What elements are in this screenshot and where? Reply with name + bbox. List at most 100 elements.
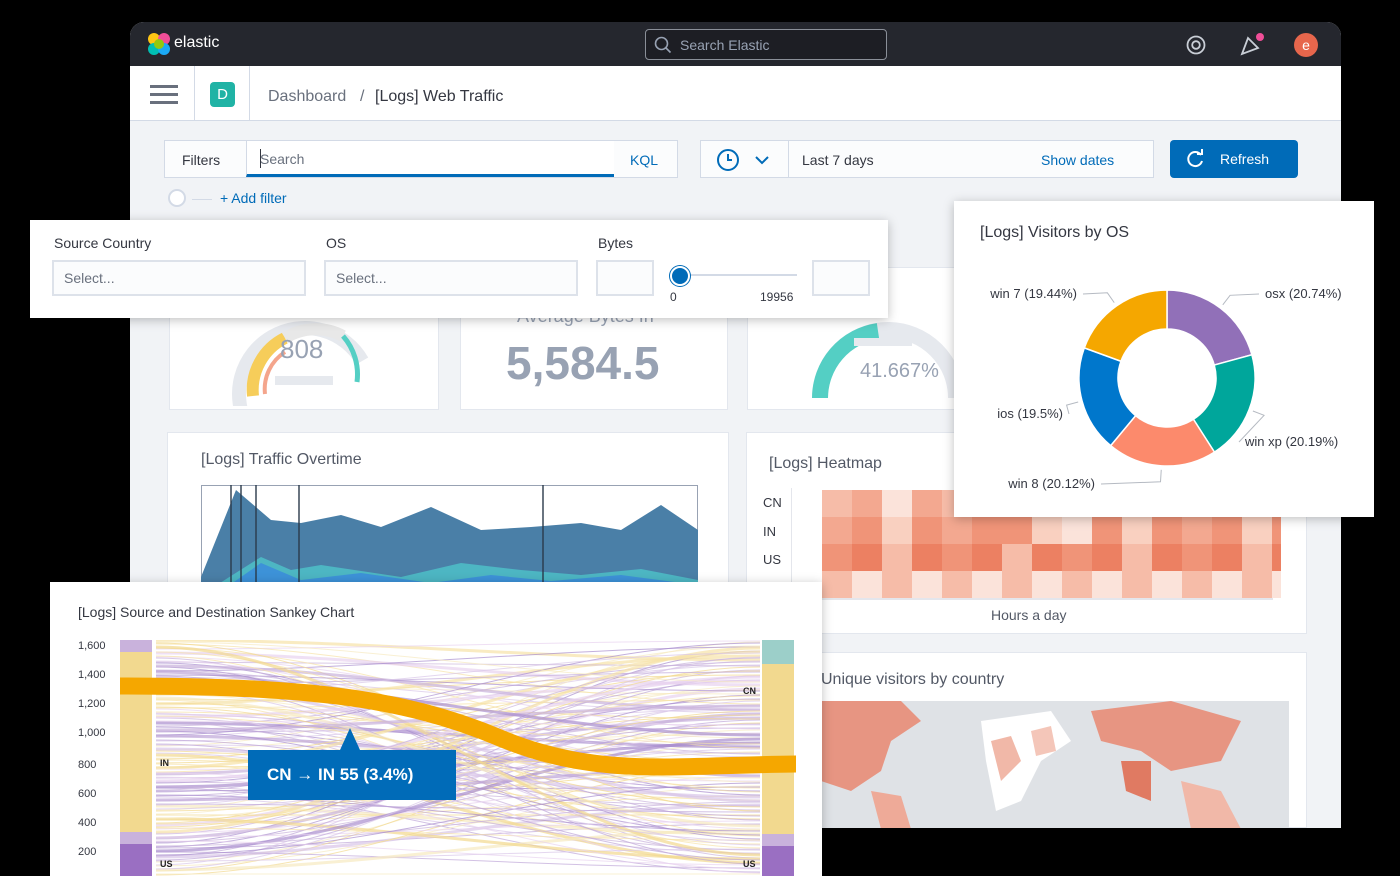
- heatmap-cell[interactable]: [1152, 517, 1182, 544]
- heatmap-cell[interactable]: [852, 490, 882, 517]
- heatmap-cell[interactable]: [912, 571, 942, 598]
- heatmap-cell[interactable]: [1032, 517, 1062, 544]
- heatmap-cell[interactable]: [1212, 517, 1242, 544]
- sankey-node-bar[interactable]: [120, 712, 152, 832]
- gauge-2-value: 41.667%: [860, 360, 939, 382]
- donut-slice[interactable]: [1166, 289, 1253, 366]
- world-map[interactable]: [821, 701, 1289, 828]
- heatmap-cell[interactable]: [942, 517, 972, 544]
- avg-bytes-value: 5,584.5: [506, 337, 660, 389]
- heatmap-cell[interactable]: [1242, 517, 1272, 544]
- heatmap-cell[interactable]: [1272, 517, 1281, 544]
- heatmap-cell[interactable]: [1062, 517, 1092, 544]
- sankey-y-tick: 1,400: [78, 669, 106, 681]
- sankey-card: [Logs] Source and Destination Sankey Cha…: [50, 582, 822, 876]
- space-avatar[interactable]: D: [210, 82, 235, 107]
- source-country-select[interactable]: Select...: [52, 260, 306, 296]
- sankey-highlighted-flow[interactable]: [120, 677, 796, 776]
- os-select[interactable]: Select...: [324, 260, 578, 296]
- heatmap-cell[interactable]: [942, 571, 972, 598]
- bytes-slider-handle[interactable]: [670, 266, 690, 286]
- global-search-input[interactable]: Search Elastic: [645, 29, 887, 60]
- heatmap-cell[interactable]: [1062, 571, 1092, 598]
- gauge-1-value: 808: [280, 334, 324, 364]
- heatmap-cell[interactable]: [1152, 544, 1182, 571]
- heatmap-cell[interactable]: [1182, 571, 1212, 598]
- heatmap-cell[interactable]: [1182, 517, 1212, 544]
- sankey-node-bar[interactable]: [762, 734, 794, 834]
- news-feed-icon[interactable]: [1238, 32, 1266, 58]
- heatmap-cell[interactable]: [852, 517, 882, 544]
- heatmap-cell[interactable]: [912, 490, 942, 517]
- heatmap-cell[interactable]: [882, 571, 912, 598]
- add-filter-link[interactable]: + Add filter: [220, 190, 287, 206]
- heatmap-cell[interactable]: [1272, 571, 1281, 598]
- heatmap-cell[interactable]: [1032, 544, 1062, 571]
- sankey-chart[interactable]: [120, 640, 796, 876]
- heatmap-cell[interactable]: [852, 544, 882, 571]
- clock-icon: [717, 149, 739, 171]
- filter-toggle[interactable]: [168, 189, 186, 207]
- tooltip-arrow: [340, 728, 360, 750]
- sankey-node-bar[interactable]: [762, 640, 794, 664]
- heatmap-cell[interactable]: [882, 517, 912, 544]
- query-input[interactable]: Search: [246, 141, 614, 177]
- heatmap-cell[interactable]: [852, 571, 882, 598]
- heatmap-cell[interactable]: [1152, 571, 1182, 598]
- heatmap-cell[interactable]: [1092, 571, 1122, 598]
- heatmap-cell[interactable]: [1122, 544, 1152, 571]
- menu-icon[interactable]: [150, 80, 178, 109]
- heatmap-cell[interactable]: [1212, 544, 1242, 571]
- heatmap-cell[interactable]: [822, 571, 852, 598]
- heatmap-cell[interactable]: [822, 544, 852, 571]
- heatmap-cell[interactable]: [822, 517, 852, 544]
- heatmap-cell[interactable]: [972, 544, 1002, 571]
- heatmap-cell[interactable]: [882, 490, 912, 517]
- filters-button[interactable]: Filters: [182, 152, 221, 168]
- heatmap-cell[interactable]: [912, 544, 942, 571]
- elastic-logo-icon[interactable]: [146, 31, 172, 57]
- heatmap-cell[interactable]: [1002, 571, 1032, 598]
- heatmap-cell[interactable]: [1242, 544, 1272, 571]
- heatmap-cell[interactable]: [1212, 571, 1242, 598]
- refresh-button[interactable]: Refresh: [1170, 140, 1298, 178]
- time-range-label[interactable]: Last 7 days: [802, 152, 874, 168]
- heatmap-cell[interactable]: [972, 517, 1002, 544]
- show-dates-link[interactable]: Show dates: [1041, 152, 1115, 168]
- query-placeholder: Search: [260, 151, 305, 167]
- heatmap-cell[interactable]: [1182, 544, 1212, 571]
- heatmap-cell[interactable]: [1272, 544, 1281, 571]
- heatmap-cell[interactable]: [882, 544, 912, 571]
- heatmap-cell[interactable]: [1032, 571, 1062, 598]
- heatmap-cell[interactable]: [1062, 544, 1092, 571]
- heatmap-cell[interactable]: [1122, 517, 1152, 544]
- donut-slice[interactable]: [1083, 289, 1168, 363]
- heatmap-cell[interactable]: [1002, 517, 1032, 544]
- sankey-node-bar[interactable]: [762, 664, 794, 734]
- sankey-node-right: US: [743, 859, 756, 869]
- quick-menu-button[interactable]: [701, 141, 789, 177]
- user-avatar[interactable]: e: [1294, 33, 1318, 57]
- sankey-node-bar[interactable]: [762, 834, 794, 846]
- heatmap-cell[interactable]: [1242, 571, 1272, 598]
- donut-slice-label: ios (19.5%): [997, 406, 1063, 421]
- sankey-node-bar[interactable]: [762, 846, 794, 876]
- kql-button[interactable]: KQL: [630, 152, 659, 168]
- heatmap-cell[interactable]: [942, 544, 972, 571]
- heatmap-cell[interactable]: [1092, 517, 1122, 544]
- breadcrumb-dashboard[interactable]: Dashboard: [268, 88, 347, 105]
- heatmap-cell[interactable]: [972, 571, 1002, 598]
- select-placeholder: Select...: [64, 270, 115, 286]
- heatmap-cell[interactable]: [912, 517, 942, 544]
- heatmap-cell[interactable]: [1092, 544, 1122, 571]
- bytes-slider-track[interactable]: [680, 274, 797, 276]
- sankey-node-bar[interactable]: [120, 832, 152, 844]
- sankey-node-bar[interactable]: [120, 844, 152, 876]
- heatmap-cell[interactable]: [1122, 571, 1152, 598]
- bytes-min-input[interactable]: [596, 260, 654, 296]
- heatmap-cell[interactable]: [822, 490, 852, 517]
- heatmap-cell[interactable]: [1002, 544, 1032, 571]
- bytes-max-input[interactable]: [812, 260, 870, 296]
- help-icon[interactable]: [1185, 34, 1207, 56]
- sankey-node-bar[interactable]: [120, 640, 152, 652]
